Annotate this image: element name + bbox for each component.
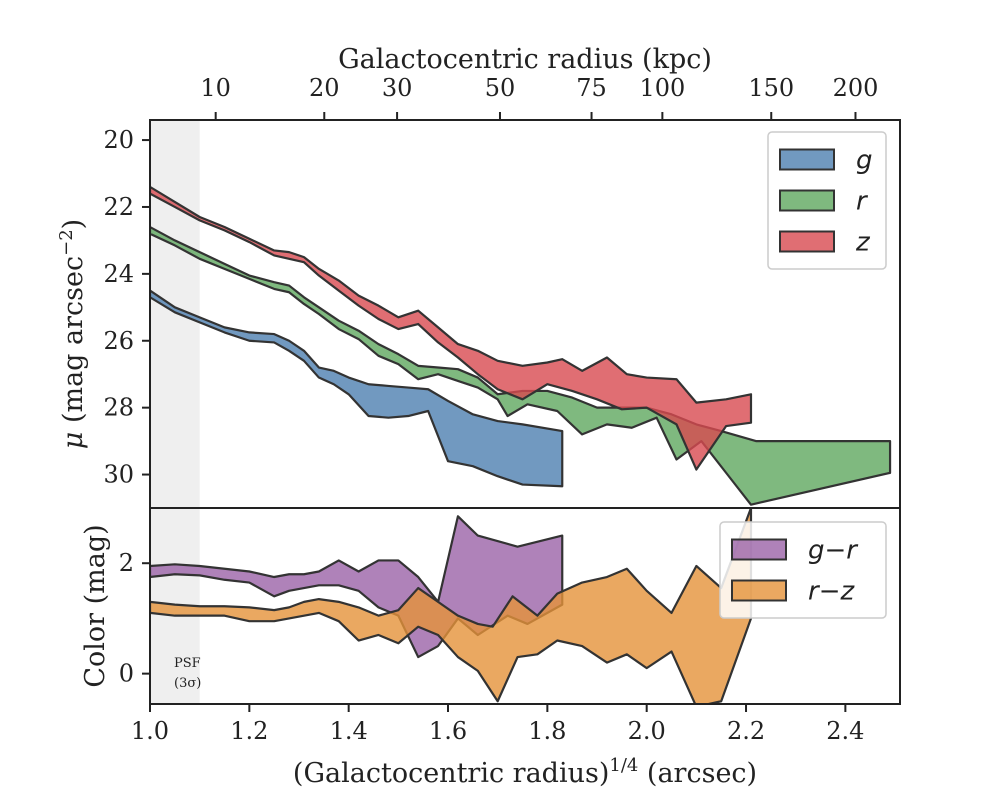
top-ytick-label: 24 — [103, 260, 134, 288]
xlabel-sup: 1/4 — [609, 755, 638, 776]
ylabel-body: (mag arcsec — [58, 256, 89, 432]
bottom-series-group — [150, 508, 753, 704]
bottom-legend: g−r r−z — [719, 521, 887, 619]
legend-swatch — [779, 189, 835, 212]
xlabel-body: (Galactocentric radius) — [293, 758, 609, 789]
top-series-group — [150, 185, 892, 506]
legend-label: z — [855, 228, 871, 258]
top-y-axis-title: μ (mag arcsec−2) — [56, 219, 89, 449]
legend-swatch — [779, 230, 835, 253]
kpc-tick-label: 30 — [382, 74, 413, 102]
legend-label: r−z — [808, 577, 855, 607]
top-x-ticks-kpc: 10 20 30 50 75 100 150 200 — [200, 74, 878, 120]
series-band-2 — [150, 185, 753, 471]
kpc-tick-label: 75 — [576, 74, 607, 102]
top-ytick-label: 28 — [103, 394, 134, 422]
kpc-tick-label: 150 — [748, 74, 794, 102]
legend-swatch — [779, 148, 835, 171]
top-x-axis-title: Galactocentric radius (kpc) — [338, 44, 712, 75]
bottom-xtick-label: 2.0 — [628, 717, 666, 745]
bottom-x-ticks: 1.0 1.2 1.4 1.6 1.8 2.0 2.2 2.4 — [131, 704, 864, 745]
bottom-panel-frame — [149, 507, 901, 705]
legend-swatch — [731, 538, 787, 561]
kpc-tick-label: 100 — [639, 74, 685, 102]
bottom-xtick-label: 1.8 — [528, 717, 566, 745]
bottom-ytick-label: 2 — [119, 549, 134, 577]
top-ytick-label: 30 — [103, 461, 134, 489]
mu-symbol: μ — [58, 432, 89, 450]
kpc-tick-label: 200 — [833, 74, 879, 102]
bottom-xtick-label: 2.2 — [727, 717, 765, 745]
bottom-xtick-label: 1.4 — [330, 717, 368, 745]
bottom-xtick-label: 1.2 — [230, 717, 268, 745]
legend-label: g — [856, 146, 873, 176]
bottom-x-axis-title: (Galactocentric radius)1/4 (arcsec) — [293, 755, 757, 789]
bottom-xtick-label: 1.0 — [131, 717, 169, 745]
ylabel-sup: −2 — [56, 229, 77, 256]
color-panel: 02 1.0 1.2 1.4 1.6 1.8 2.0 2.2 2.4 PSF (3σ) Col… — [80, 507, 901, 789]
top-ytick-label: 22 — [103, 193, 134, 221]
surface-brightness-panel: 20 22 24 26 28 30 10 20 30 50 75 100 150 200 Galacto… — [56, 44, 901, 509]
kpc-tick-label: 20 — [309, 74, 340, 102]
kpc-tick-label: 10 — [200, 74, 231, 102]
bottom-y-axis-title: Color (mag) — [80, 524, 111, 687]
bottom-ytick-label: 0 — [119, 660, 134, 688]
legend-label: r — [856, 187, 869, 217]
legend-label: g−r — [808, 536, 859, 566]
psf-sigma-label: (3σ) — [174, 676, 201, 691]
top-ytick-label: 20 — [103, 126, 134, 154]
top-legend: grz — [767, 131, 887, 270]
top-y-ticks: 20 22 24 26 28 30 — [103, 126, 150, 489]
series-band-0 — [150, 289, 564, 488]
bottom-xtick-label: 1.6 — [429, 717, 467, 745]
kpc-tick-label: 50 — [485, 74, 516, 102]
bottom-y-ticks: 02 — [119, 549, 150, 688]
legend-box — [719, 521, 887, 619]
psf-label: PSF — [174, 656, 201, 671]
ylabel-close: ) — [58, 219, 89, 230]
bottom-xtick-label: 2.4 — [826, 717, 864, 745]
top-ytick-label: 26 — [103, 327, 134, 355]
xlabel-close: (arcsec) — [638, 758, 757, 789]
legend-swatch — [731, 579, 787, 602]
